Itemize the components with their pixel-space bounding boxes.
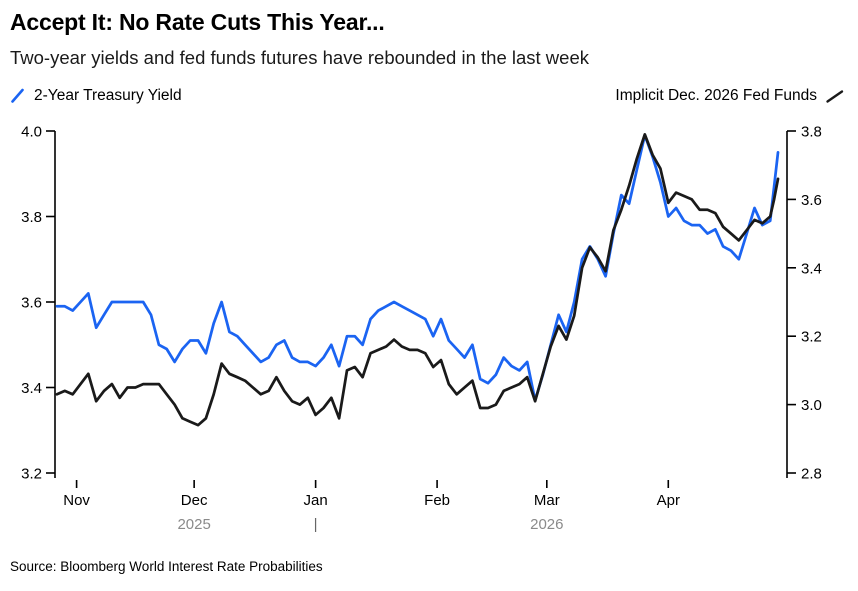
legend-treasury-yield-label: 2-Year Treasury Yield xyxy=(34,87,182,104)
left-axis-tick-label: 3.8 xyxy=(21,209,42,226)
month-label: Feb xyxy=(424,492,450,509)
left-axis-tick-label: 3.4 xyxy=(21,380,42,397)
right-axis-tick-label: 2.8 xyxy=(801,466,822,483)
right-axis-tick-label: 3.2 xyxy=(801,329,822,346)
legend-treasury-yield: 2-Year Treasury Yield xyxy=(10,87,182,105)
source-text: Source: Bloomberg World Interest Rate Pr… xyxy=(10,559,323,574)
month-label: Mar xyxy=(534,492,560,509)
year-label: 2026 xyxy=(530,516,563,533)
series-line-implicit-dec-2026-fed-funds xyxy=(55,133,780,427)
series-line-2-year-treasury-yield xyxy=(55,133,780,402)
year-divider: | xyxy=(314,516,318,533)
left-axis-tick-label: 4.0 xyxy=(21,124,42,141)
left-axis-tick-label: 3.6 xyxy=(21,295,42,312)
right-axis-tick-label: 3.0 xyxy=(801,397,822,414)
chart-subtitle: Two-year yields and fed funds futures ha… xyxy=(10,47,589,68)
legend-fed-funds-label: Implicit Dec. 2026 Fed Funds xyxy=(615,87,817,104)
month-label: Apr xyxy=(657,492,680,509)
chart-title: Accept It: No Rate Cuts This Year... xyxy=(10,9,385,35)
right-axis-tick-label: 3.8 xyxy=(801,124,822,141)
black-slash-icon xyxy=(826,89,844,103)
month-label: Dec xyxy=(181,492,208,509)
blue-slash-icon xyxy=(11,88,24,103)
legend-fed-funds: Implicit Dec. 2026 Fed Funds xyxy=(615,87,846,105)
right-axis-tick-label: 3.4 xyxy=(801,260,822,277)
month-label: Jan xyxy=(304,492,328,509)
month-label: Nov xyxy=(63,492,90,509)
left-axis-tick-label: 3.2 xyxy=(21,466,42,483)
year-label: 2025 xyxy=(177,516,210,533)
right-axis-tick-label: 3.6 xyxy=(801,192,822,209)
